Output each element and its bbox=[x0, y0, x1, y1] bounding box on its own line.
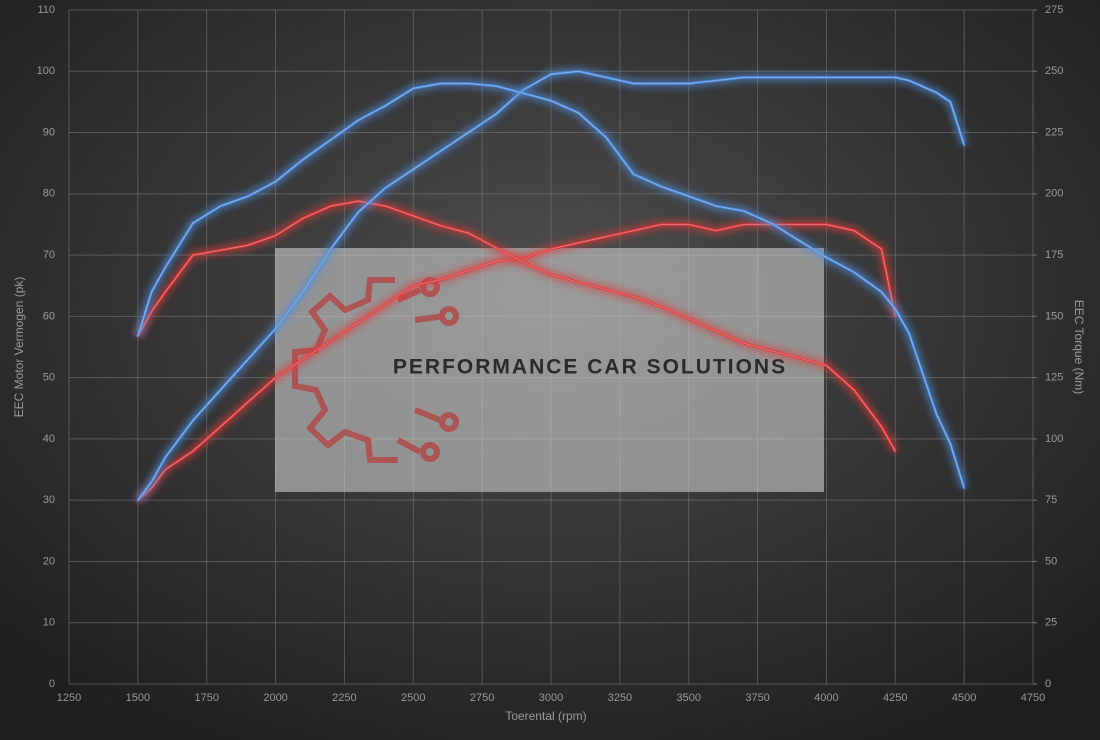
y2-tick-label: 25 bbox=[1045, 617, 1057, 629]
y2-tick-label: 225 bbox=[1045, 126, 1063, 138]
x-tick-label: 4750 bbox=[1021, 692, 1045, 704]
line bbox=[136, 70, 966, 502]
watermark-text: PERFORMANCE CAR SOLUTIONS bbox=[393, 356, 787, 379]
y2-tick-label: 50 bbox=[1045, 555, 1057, 567]
y2-tick-label: 275 bbox=[1045, 4, 1063, 16]
watermark-box: PERFORMANCE CAR SOLUTIONS bbox=[275, 248, 824, 492]
line bbox=[136, 199, 897, 453]
y-tick-label: 110 bbox=[37, 4, 55, 16]
y-tick-label: 70 bbox=[43, 249, 55, 261]
x-tick-label: 1250 bbox=[57, 692, 81, 704]
x-tick-label: 3500 bbox=[676, 692, 700, 704]
y2-tick-label: 175 bbox=[1045, 249, 1063, 261]
y-axis-label: EEC Motor Vermogen (pk) bbox=[12, 277, 26, 418]
y-tick-label: 10 bbox=[43, 617, 55, 629]
y-tick-label: 30 bbox=[43, 494, 55, 506]
x-tick-label: 3250 bbox=[608, 692, 632, 704]
y2-tick-label: 75 bbox=[1045, 494, 1057, 506]
x-tick-label: 1500 bbox=[126, 692, 150, 704]
y2-tick-label: 150 bbox=[1045, 310, 1063, 322]
y-tick-label: 40 bbox=[43, 433, 55, 445]
y2-axis-label: EEC Torque (Nm) bbox=[1072, 300, 1086, 394]
x-tick-label: 4000 bbox=[814, 692, 838, 704]
x-tick-label: 2250 bbox=[332, 692, 356, 704]
y-tick-label: 0 bbox=[49, 678, 55, 690]
y-tick-label: 100 bbox=[37, 65, 55, 77]
x-axis-label: Toerental (rpm) bbox=[505, 709, 586, 723]
y-tick-label: 20 bbox=[43, 555, 55, 567]
line-core bbox=[137, 200, 896, 452]
line-core bbox=[137, 70, 965, 501]
y-tick-label: 50 bbox=[43, 372, 55, 384]
x-tick-label: 2000 bbox=[263, 692, 287, 704]
y2-tick-label: 0 bbox=[1045, 678, 1051, 690]
x-tick-label: 3750 bbox=[745, 692, 769, 704]
line-core bbox=[137, 83, 965, 489]
x-tick-label: 1750 bbox=[194, 692, 218, 704]
y2-tick-label: 200 bbox=[1045, 188, 1063, 200]
x-tick-label: 4250 bbox=[883, 692, 907, 704]
y2-tick-label: 100 bbox=[1045, 433, 1063, 445]
x-tick-label: 4500 bbox=[952, 692, 976, 704]
line bbox=[136, 82, 966, 490]
y2-tick-label: 125 bbox=[1045, 372, 1063, 384]
x-tick-label: 2500 bbox=[401, 692, 425, 704]
y-tick-label: 60 bbox=[43, 310, 55, 322]
y-tick-label: 80 bbox=[43, 188, 55, 200]
y-tick-label: 90 bbox=[43, 126, 55, 138]
x-tick-label: 2750 bbox=[470, 692, 494, 704]
y2-tick-label: 250 bbox=[1045, 65, 1063, 77]
x-tick-label: 3000 bbox=[539, 692, 563, 704]
